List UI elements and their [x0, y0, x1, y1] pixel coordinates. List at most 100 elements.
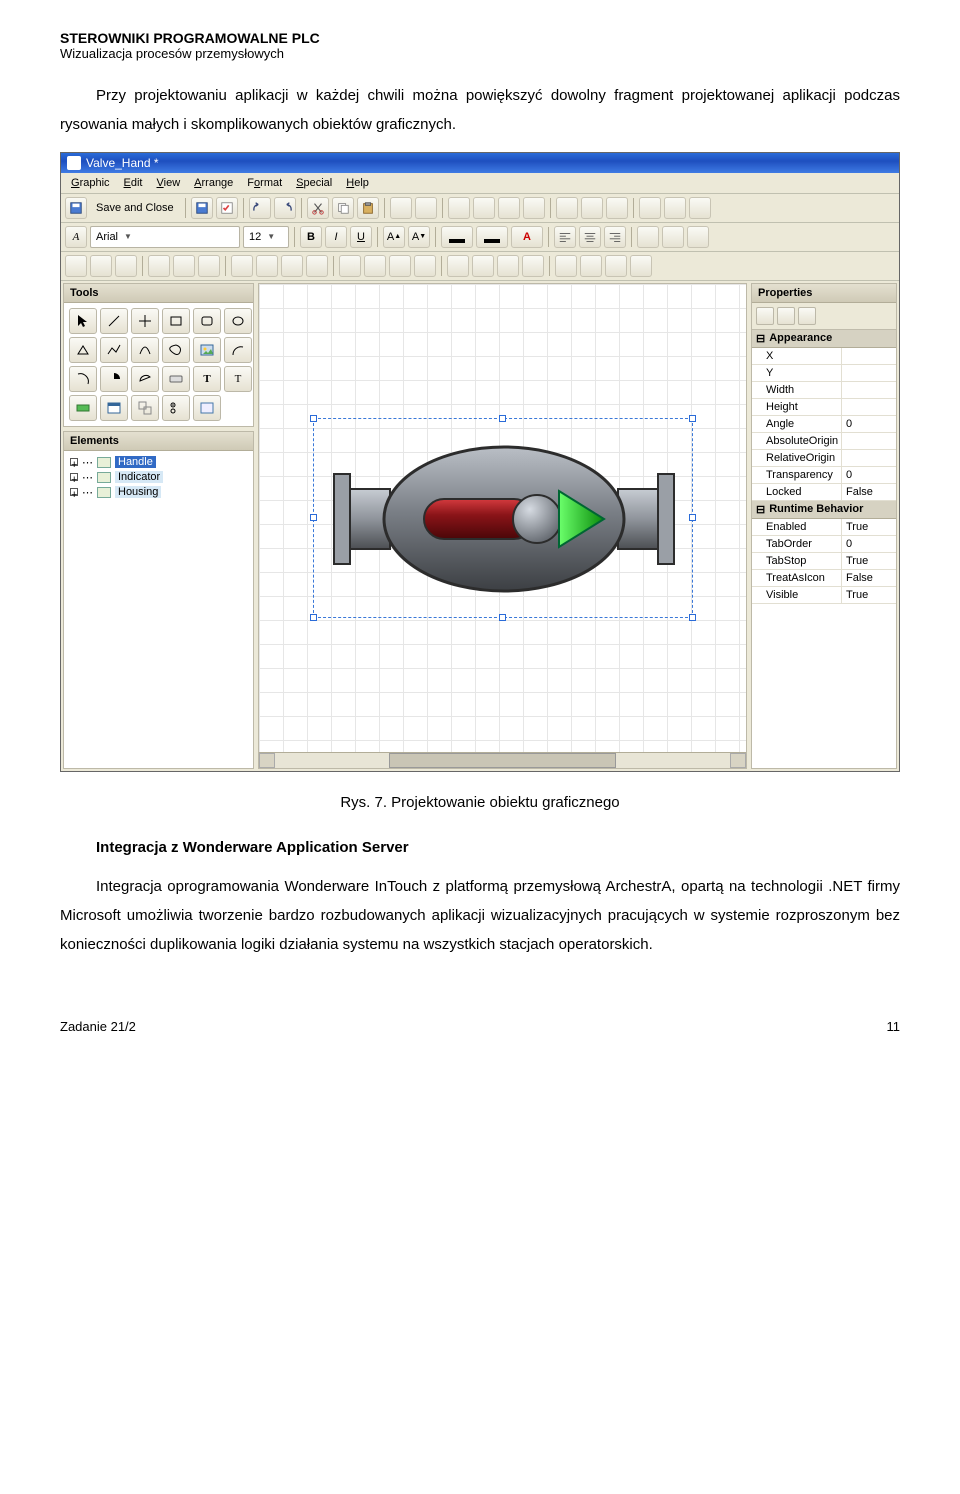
- flip-h-icon[interactable]: [447, 255, 469, 277]
- tool-arc2[interactable]: [69, 366, 97, 392]
- scroll-left-button[interactable]: [259, 753, 275, 768]
- tool-line[interactable]: [100, 308, 128, 334]
- prop-row[interactable]: X: [752, 348, 896, 365]
- flip-v-icon[interactable]: [472, 255, 494, 277]
- align-l-icon[interactable]: [65, 255, 87, 277]
- save-close-icon[interactable]: [65, 197, 87, 219]
- tool-pie[interactable]: [100, 366, 128, 392]
- tool-icon-l[interactable]: [689, 197, 711, 219]
- tool-icon-k[interactable]: [664, 197, 686, 219]
- resize-handle[interactable]: [499, 415, 506, 422]
- align-t-icon[interactable]: [148, 255, 170, 277]
- menu-arrange[interactable]: Arrange: [188, 176, 239, 190]
- align-center-icon[interactable]: [579, 226, 601, 248]
- prop-value[interactable]: True: [842, 553, 896, 569]
- valign-bot-icon[interactable]: [687, 226, 709, 248]
- align-left-icon[interactable]: [554, 226, 576, 248]
- tool-icon-b[interactable]: [415, 197, 437, 219]
- prop-value[interactable]: 0: [842, 467, 896, 483]
- tool-text2[interactable]: T: [224, 366, 252, 392]
- fill-color-icon[interactable]: [441, 226, 473, 248]
- tool-icon-h[interactable]: [581, 197, 603, 219]
- tool-icon-i[interactable]: [606, 197, 628, 219]
- font-size-dropdown[interactable]: 12▼: [243, 226, 289, 248]
- resize-handle[interactable]: [499, 614, 506, 621]
- ungroup-icon[interactable]: [364, 255, 386, 277]
- prop-category[interactable]: ⊟Runtime Behavior: [752, 501, 896, 519]
- align-m-icon[interactable]: [173, 255, 195, 277]
- tool-polygon[interactable]: [69, 337, 97, 363]
- tool-text1[interactable]: T: [193, 366, 221, 392]
- tool-ellipse[interactable]: [224, 308, 252, 334]
- tool-window[interactable]: [100, 395, 128, 421]
- line-color-icon[interactable]: [476, 226, 508, 248]
- tool-icon-c[interactable]: [448, 197, 470, 219]
- prop-row[interactable]: TabStopTrue: [752, 553, 896, 570]
- align-right-icon[interactable]: [604, 226, 626, 248]
- prop-value[interactable]: True: [842, 519, 896, 535]
- resize-handle[interactable]: [310, 514, 317, 521]
- misc-d-icon[interactable]: [630, 255, 652, 277]
- prop-row[interactable]: VisibleTrue: [752, 587, 896, 604]
- tool-button[interactable]: [162, 366, 190, 392]
- align-b-icon[interactable]: [198, 255, 220, 277]
- prop-value[interactable]: [842, 348, 896, 364]
- cut-icon[interactable]: [307, 197, 329, 219]
- prop-value[interactable]: [842, 450, 896, 466]
- prop-value[interactable]: False: [842, 570, 896, 586]
- resize-handle[interactable]: [689, 614, 696, 621]
- paste-icon[interactable]: [357, 197, 379, 219]
- underline-icon[interactable]: U: [350, 226, 372, 248]
- misc-b-icon[interactable]: [580, 255, 602, 277]
- element-item-indicator[interactable]: + ⋯ Indicator: [68, 470, 249, 485]
- save-close-label[interactable]: Save and Close: [90, 202, 180, 214]
- prop-row[interactable]: EnabledTrue: [752, 519, 896, 536]
- tool-status[interactable]: [69, 395, 97, 421]
- tool-icon-d[interactable]: [473, 197, 495, 219]
- tool-icon-j[interactable]: [639, 197, 661, 219]
- tool-icon-f[interactable]: [523, 197, 545, 219]
- prop-category[interactable]: ⊟Appearance: [752, 330, 896, 348]
- save-icon[interactable]: [191, 197, 213, 219]
- back-icon[interactable]: [414, 255, 436, 277]
- scroll-track[interactable]: [275, 753, 730, 768]
- tool-chord[interactable]: [131, 366, 159, 392]
- prop-row[interactable]: Transparency0: [752, 467, 896, 484]
- menu-format[interactable]: Format: [241, 176, 288, 190]
- element-item-housing[interactable]: + ⋯ Housing: [68, 485, 249, 500]
- tool-image[interactable]: [193, 337, 221, 363]
- prop-value[interactable]: [842, 433, 896, 449]
- menu-graphic[interactable]: Graphic: [65, 176, 116, 190]
- resize-handle[interactable]: [689, 415, 696, 422]
- prop-row[interactable]: Y: [752, 365, 896, 382]
- prop-row[interactable]: Angle0: [752, 416, 896, 433]
- tree-expand-icon[interactable]: +: [70, 473, 78, 481]
- tool-arc[interactable]: [224, 337, 252, 363]
- font-bigger-icon[interactable]: A▲: [383, 226, 405, 248]
- same-h-icon[interactable]: [306, 255, 328, 277]
- tool-closedcurve[interactable]: [162, 337, 190, 363]
- italic-icon[interactable]: I: [325, 226, 347, 248]
- bold-icon[interactable]: B: [300, 226, 322, 248]
- rotate-l-icon[interactable]: [497, 255, 519, 277]
- tool-roundrect[interactable]: [193, 308, 221, 334]
- prop-row[interactable]: LockedFalse: [752, 484, 896, 501]
- menu-edit[interactable]: Edit: [118, 176, 149, 190]
- resize-handle[interactable]: [689, 514, 696, 521]
- tree-expand-icon[interactable]: +: [70, 488, 78, 496]
- misc-c-icon[interactable]: [605, 255, 627, 277]
- selection-box[interactable]: [313, 418, 693, 618]
- tool-hline[interactable]: [131, 308, 159, 334]
- prop-cat-icon[interactable]: [777, 307, 795, 325]
- tool-icon-g[interactable]: [556, 197, 578, 219]
- prop-value[interactable]: False: [842, 484, 896, 500]
- prop-value[interactable]: True: [842, 587, 896, 603]
- rotate-r-icon[interactable]: [522, 255, 544, 277]
- tool-pointer[interactable]: [69, 308, 97, 334]
- font-family-dropdown[interactable]: Arial▼: [90, 226, 240, 248]
- group-icon[interactable]: [339, 255, 361, 277]
- redo-icon[interactable]: [274, 197, 296, 219]
- resize-handle[interactable]: [310, 415, 317, 422]
- tool-rect[interactable]: [162, 308, 190, 334]
- align-r-icon[interactable]: [115, 255, 137, 277]
